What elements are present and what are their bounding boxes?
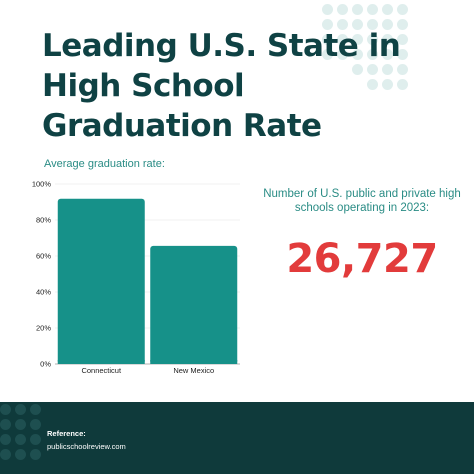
bar — [150, 245, 238, 364]
stat-caption: Number of U.S. public and private high s… — [263, 188, 461, 214]
decorative-dot — [397, 34, 408, 45]
decorative-dot — [382, 79, 393, 90]
decorative-dot — [30, 434, 41, 445]
decorative-dot — [15, 404, 26, 415]
decorative-dot — [15, 449, 26, 460]
decorative-dot — [337, 49, 348, 60]
decorative-dot — [0, 449, 11, 460]
y-tick-label: 100% — [32, 180, 52, 189]
stat-value: 26,727 — [286, 236, 438, 282]
decorative-dot — [382, 64, 393, 75]
decorative-dot — [30, 449, 41, 460]
decorative-dot — [322, 49, 333, 60]
decorative-dot — [322, 19, 333, 30]
x-category-label: Connecticut — [81, 366, 122, 375]
footer-band — [0, 402, 474, 474]
y-tick-label: 80% — [36, 216, 51, 225]
decorative-dot — [397, 19, 408, 30]
decorative-dot — [397, 49, 408, 60]
decorative-dot — [322, 4, 333, 15]
decorative-dot — [397, 4, 408, 15]
title-line: High School — [42, 68, 245, 104]
title-line: Graduation Rate — [42, 108, 322, 144]
decorative-dot — [367, 34, 378, 45]
decorative-dot — [352, 19, 363, 30]
bar-chart: 0% 20% 40% 60% 80% 100% Connecticut New Mexico — [32, 180, 240, 375]
decorative-dot — [367, 49, 378, 60]
decorative-dot — [382, 34, 393, 45]
y-tick-label: 0% — [40, 360, 51, 369]
title-line: Leading U.S. State in — [42, 28, 401, 64]
decorative-dot — [397, 64, 408, 75]
y-tick-label: 60% — [36, 252, 51, 261]
decorative-dot — [352, 4, 363, 15]
decorative-dot — [382, 4, 393, 15]
decorative-dot — [382, 19, 393, 30]
decorative-dot — [15, 434, 26, 445]
reference-label: Reference: — [47, 429, 86, 438]
decorative-dot — [337, 34, 348, 45]
decorative-dot — [0, 419, 11, 430]
decorative-dot — [337, 19, 348, 30]
bar-base — [57, 360, 145, 364]
decorative-dot — [367, 79, 378, 90]
decorative-dot — [367, 19, 378, 30]
decorative-dot — [382, 49, 393, 60]
decorative-dot — [352, 34, 363, 45]
decorative-dot — [367, 64, 378, 75]
decorative-dot — [0, 434, 11, 445]
decorative-dot — [352, 64, 363, 75]
page-title: Leading U.S. State in High School Gradua… — [42, 26, 402, 146]
chart-title: Average graduation rate: — [44, 158, 165, 170]
reference-value: publicschoolreview.com — [47, 442, 126, 451]
decorative-dot — [30, 404, 41, 415]
y-tick-label: 40% — [36, 288, 51, 297]
decorative-dot — [337, 4, 348, 15]
bar-base — [150, 360, 238, 364]
decorative-dot — [352, 49, 363, 60]
decorative-dot — [0, 404, 11, 415]
decorative-dot — [15, 419, 26, 430]
bar — [57, 198, 145, 364]
x-category-label: New Mexico — [173, 366, 214, 375]
decorative-dot — [397, 79, 408, 90]
decorative-dot — [322, 34, 333, 45]
y-tick-label: 20% — [36, 324, 51, 333]
decorative-dot — [367, 4, 378, 15]
decorative-dot — [30, 419, 41, 430]
